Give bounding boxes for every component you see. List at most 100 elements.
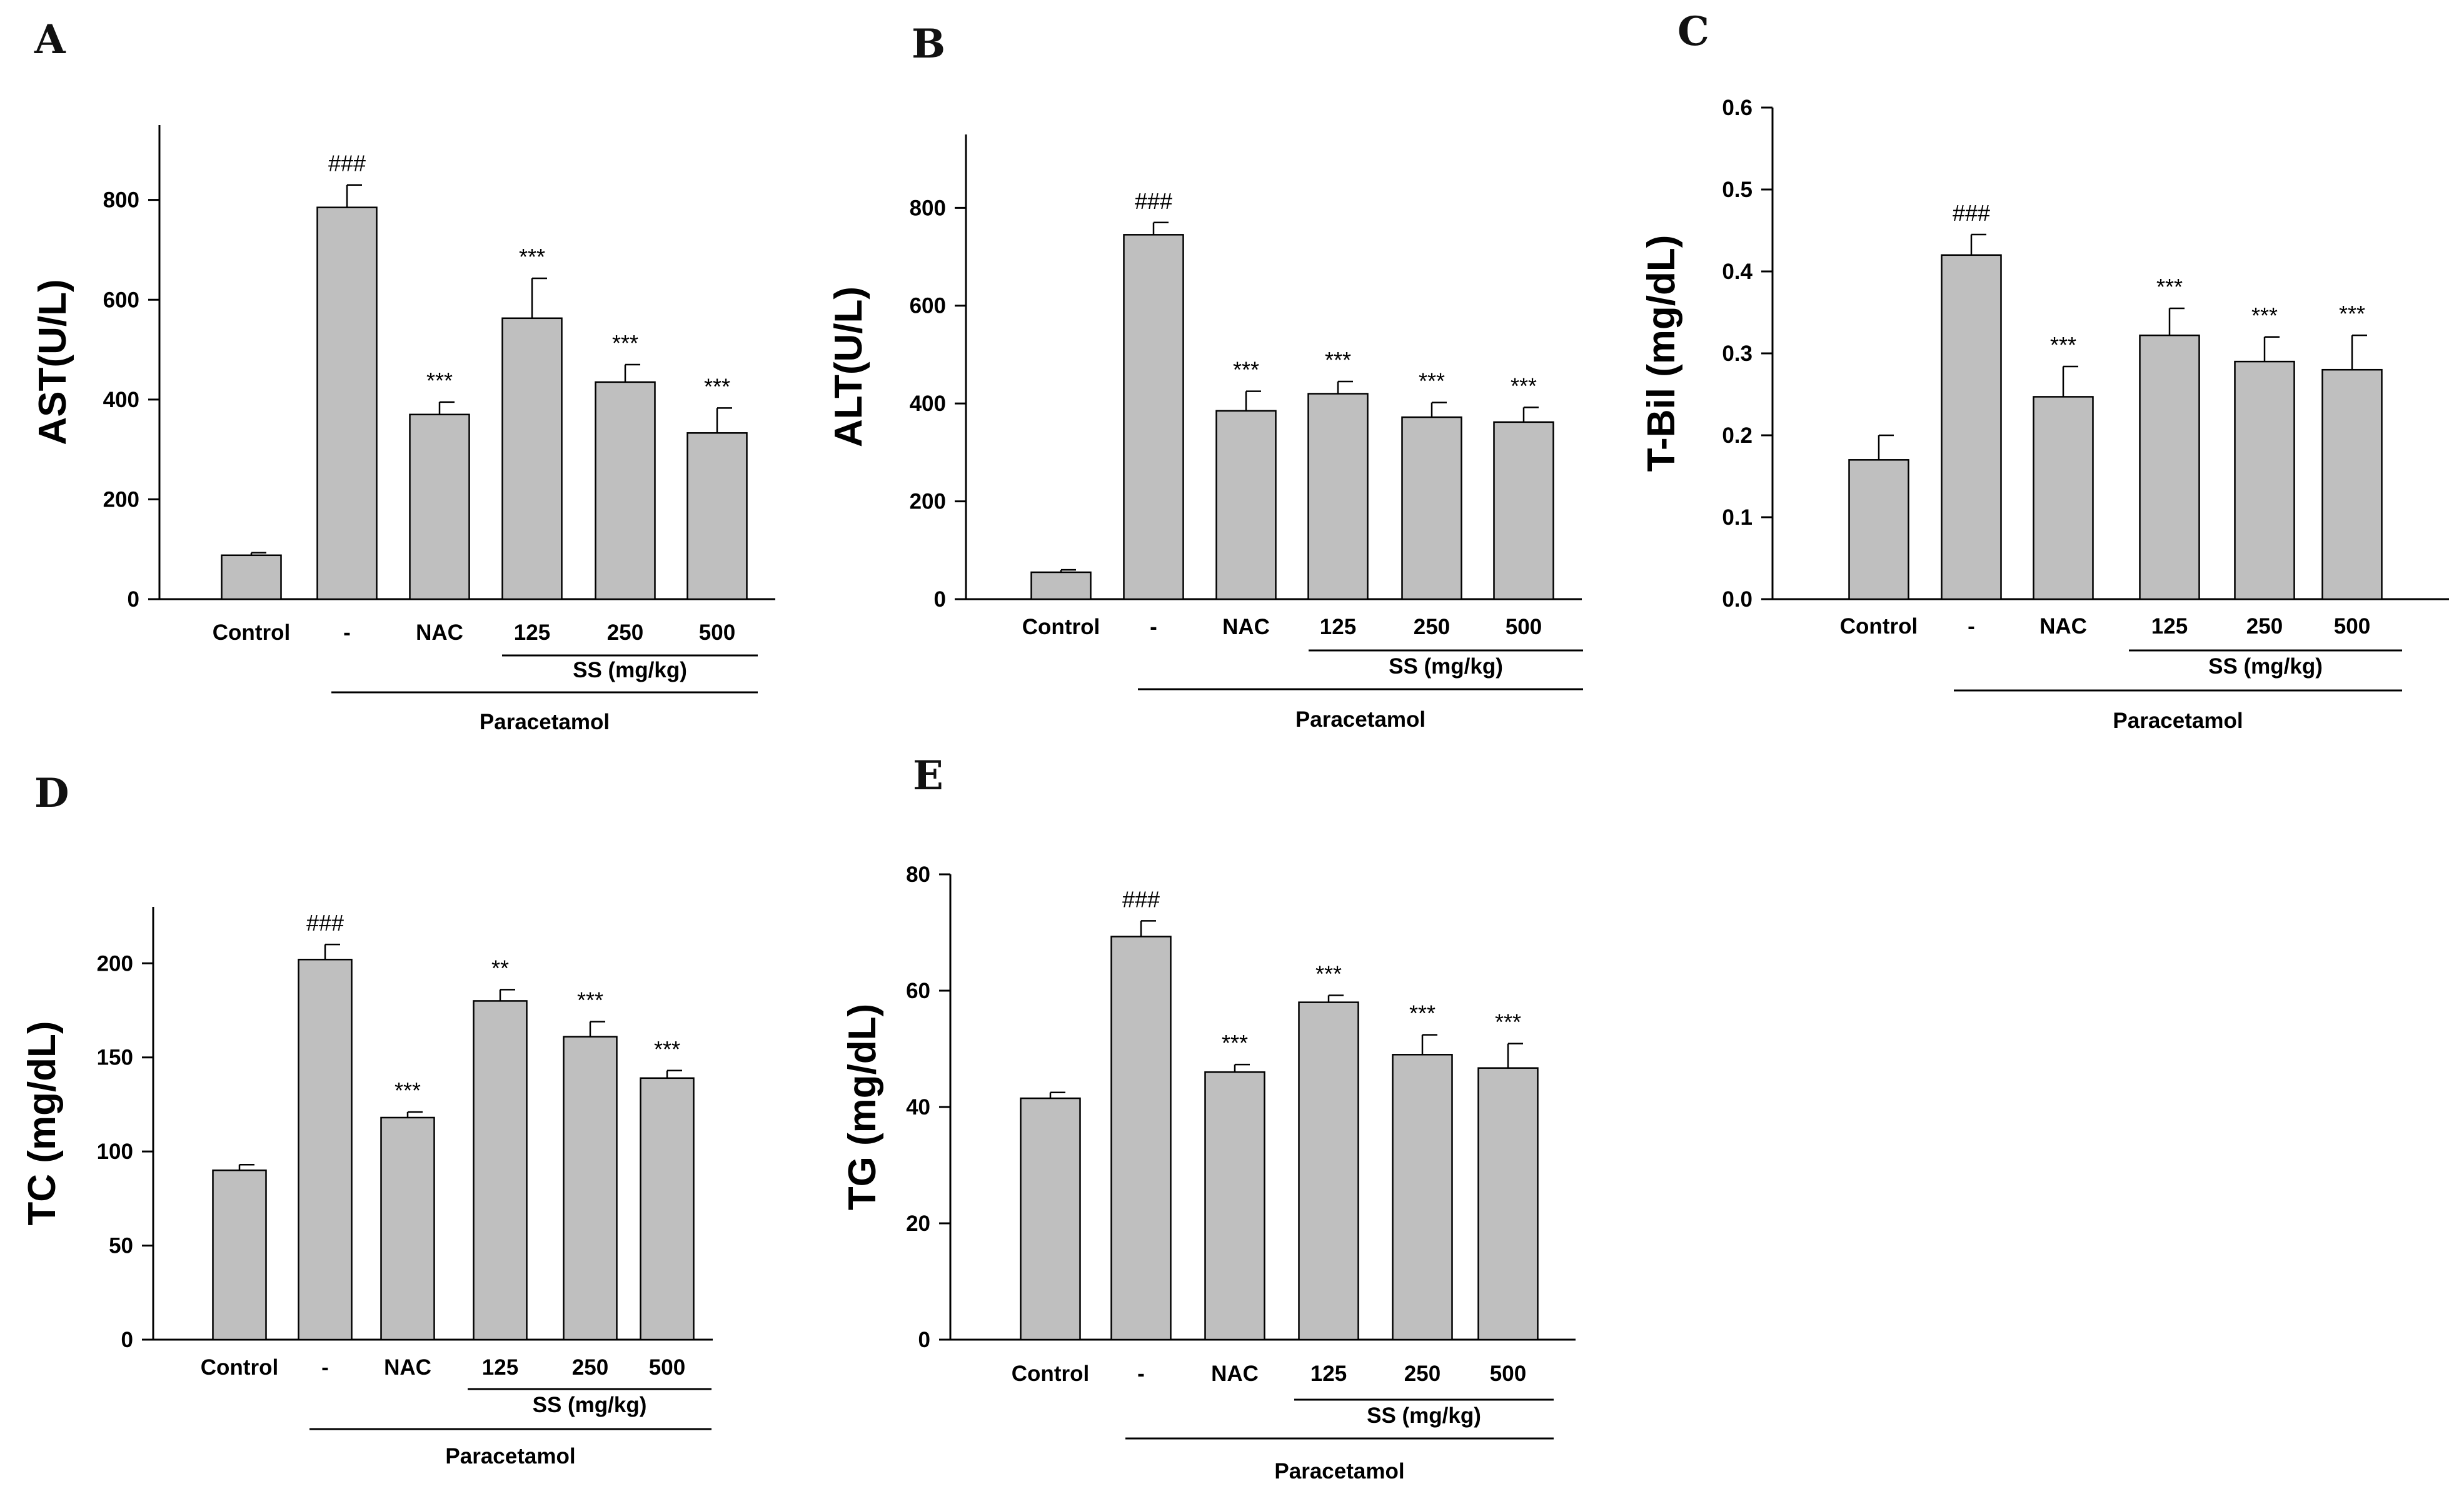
y-tick-label: 0.5	[1722, 178, 1752, 202]
bar-	[1941, 254, 2002, 600]
y-tick-label: 20	[906, 1211, 930, 1236]
chart-panel-e: E 0 20 40 60 80 TG (mg/dL) Control ### - *** NAC ***…	[841, 752, 1576, 1483]
y-tick-label: 200	[97, 951, 133, 976]
y-tick-label: 40	[906, 1095, 930, 1119]
bar-nac	[409, 413, 470, 600]
y-tick-label: 0	[121, 1328, 133, 1352]
x-tick-label: 500	[2334, 614, 2370, 639]
bar-nac	[2033, 396, 2094, 600]
bar-250	[1401, 416, 1462, 600]
significance-label: ***	[612, 330, 638, 356]
y-tick-label: 800	[103, 188, 139, 213]
significance-label: ***	[1222, 1030, 1248, 1056]
x-tick-label: 125	[514, 620, 550, 645]
significance-label: ***	[1419, 368, 1445, 394]
dose-group-label: SS (mg/kg)	[533, 1393, 647, 1417]
bar-500	[1493, 421, 1554, 600]
treatment-group-label: Paracetamol	[445, 1444, 575, 1468]
bar-control	[212, 1169, 267, 1341]
panel-letter: A	[34, 16, 66, 63]
significance-label: ###	[306, 910, 344, 936]
bar-125	[1307, 393, 1369, 600]
x-tick-label: Control	[1012, 1362, 1089, 1386]
bar-500	[1477, 1067, 1539, 1341]
panel-letter: C	[1677, 8, 1709, 55]
y-tick-label: 100	[97, 1140, 133, 1164]
bar-500	[640, 1077, 695, 1341]
bar-500	[686, 432, 748, 600]
y-axis-label: AST(U/L)	[31, 279, 74, 445]
y-tick-label: 150	[97, 1046, 133, 1070]
y-tick-label: 0	[128, 587, 139, 612]
x-tick-label: Control	[213, 620, 290, 645]
x-tick-label: 500	[1506, 615, 1542, 639]
significance-label: ***	[577, 988, 603, 1013]
dose-group-label: SS (mg/kg)	[573, 658, 687, 682]
panel-letter: D	[34, 770, 69, 817]
y-tick-label: 600	[910, 294, 946, 318]
significance-label: ***	[2050, 332, 2076, 358]
x-tick-label: -	[1137, 1362, 1145, 1386]
bar-control	[221, 554, 282, 600]
dose-group-label: SS (mg/kg)	[2208, 654, 2323, 679]
x-tick-label: NAC	[416, 620, 463, 645]
y-tick-label: 50	[109, 1234, 133, 1258]
treatment-group-label: Paracetamol	[2113, 709, 2243, 733]
y-tick-label: 0.0	[1722, 587, 1752, 612]
y-tick-label: 0.2	[1722, 423, 1752, 448]
x-tick-label: 125	[2151, 614, 2188, 639]
y-tick-label: 400	[103, 388, 139, 412]
bar-500	[2321, 368, 2383, 600]
significance-label: ***	[395, 1078, 421, 1103]
x-tick-label: NAC	[2039, 614, 2087, 639]
x-tick-label: 250	[2246, 614, 2283, 639]
bar-control	[1020, 1097, 1081, 1341]
significance-label: ***	[1409, 1001, 1436, 1026]
y-tick-label: 400	[910, 392, 946, 416]
bar-control	[1848, 459, 1909, 600]
dose-group-label: SS (mg/kg)	[1367, 1403, 1481, 1428]
y-tick-label: 60	[906, 979, 930, 1003]
bar-nac	[1215, 410, 1277, 600]
x-tick-label: 125	[1320, 615, 1356, 639]
significance-label: ***	[704, 373, 730, 399]
significance-label: ***	[1315, 961, 1342, 986]
x-tick-label: 500	[649, 1355, 685, 1380]
bar-	[1110, 936, 1172, 1341]
panel-letter: B	[912, 21, 945, 68]
significance-label: ###	[1953, 200, 1990, 226]
panel-letter: E	[913, 752, 943, 799]
chart-panel-a: A 0 200 400 600 800 AST(U/L) Control ### - *** NAC *…	[31, 16, 775, 734]
bar-	[298, 958, 353, 1341]
y-axis-label: TC (mg/dL)	[21, 1021, 64, 1225]
significance-label: ***	[2251, 303, 2278, 328]
significance-label: ###	[328, 151, 366, 176]
y-tick-label: 200	[103, 487, 139, 512]
y-axis-label: TG (mg/dL)	[841, 1004, 884, 1211]
chart-panel-d: D 0 50 100 150 200 TC (mg/dL) Control ### - *** NAC…	[21, 770, 713, 1468]
x-tick-label: 250	[1404, 1362, 1441, 1386]
significance-label: ***	[1511, 373, 1537, 398]
x-tick-label: -	[1968, 614, 1975, 639]
bar-250	[2234, 360, 2295, 600]
significance-label: **	[491, 955, 509, 981]
x-tick-label: Control	[1840, 614, 1918, 639]
x-tick-label: 250	[572, 1355, 608, 1380]
bar-	[1123, 234, 1184, 600]
chart-panel-b: B 0 200 400 600 800 ALT(U/L) Control ### - *** NAC *…	[827, 21, 1583, 732]
y-tick-label: 0.4	[1722, 260, 1752, 284]
y-axis-label: T-Bil (mg/dL)	[1640, 235, 1683, 472]
treatment-group-label: Paracetamol	[480, 710, 610, 734]
bar-control	[1030, 571, 1092, 600]
y-tick-label: 80	[906, 862, 930, 887]
significance-label: ***	[1233, 357, 1259, 383]
bar-125	[473, 1000, 528, 1341]
x-tick-label: Control	[201, 1355, 278, 1380]
bar-nac	[1204, 1071, 1265, 1341]
y-tick-label: 0	[934, 587, 946, 612]
bar-125	[501, 317, 563, 600]
bar-125	[2139, 334, 2200, 600]
bar-125	[1298, 1001, 1359, 1341]
treatment-group-label: Paracetamol	[1295, 707, 1426, 732]
